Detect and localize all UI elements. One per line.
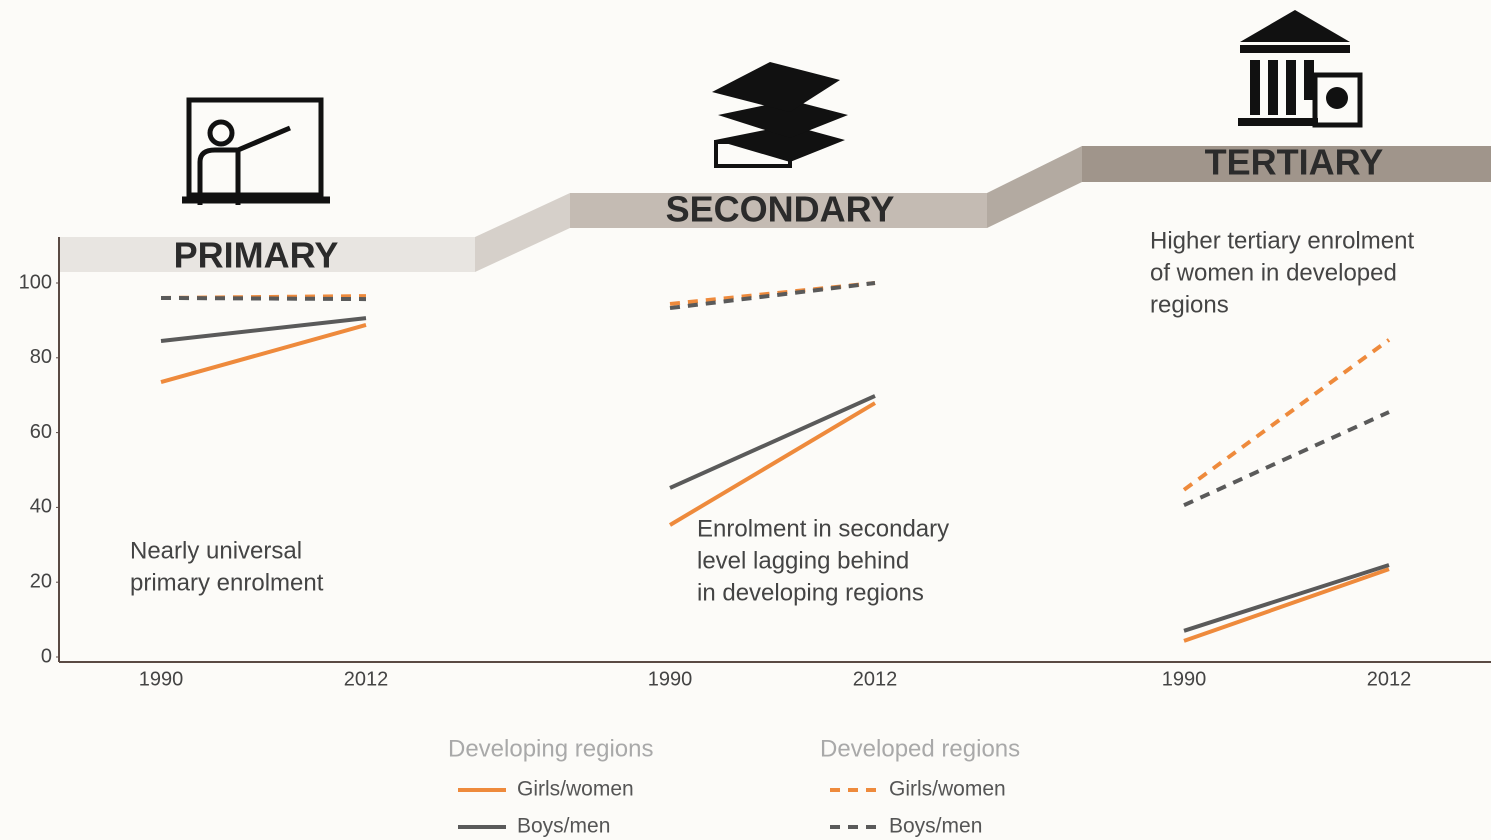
- annotation: in developing regions: [697, 579, 924, 606]
- y-tick-label: 80: [30, 346, 52, 368]
- series-line: [1183, 563, 1390, 633]
- books-icon: [712, 62, 848, 168]
- band-primary: [60, 237, 475, 272]
- x-tick-label: 2012: [1367, 668, 1412, 690]
- annotation: Nearly universal: [130, 537, 302, 564]
- legend-group-title: Developing regions: [448, 735, 653, 762]
- y-tick-label: 0: [41, 645, 52, 667]
- series-line: [160, 295, 367, 302]
- y-tick-label: 100: [19, 271, 52, 293]
- series-line: [160, 294, 367, 300]
- x-tick-label: 2012: [344, 668, 389, 690]
- series-line: [669, 281, 876, 311]
- annotation: regions: [1150, 291, 1229, 318]
- series-line: [1182, 338, 1391, 492]
- y-tick-label: 40: [30, 496, 52, 518]
- band-secondary: [570, 193, 987, 228]
- series-line: [1183, 410, 1390, 507]
- band-connector: [987, 146, 1082, 228]
- x-tick-label: 2012: [853, 668, 898, 690]
- legend-label: Girls/women: [517, 778, 634, 801]
- series-line: [669, 281, 876, 306]
- series-line: [668, 401, 877, 527]
- panel-title: SECONDARY: [666, 189, 895, 230]
- x-tick-label: 1990: [648, 668, 693, 690]
- annotation: primary enrolment: [130, 569, 324, 596]
- annotation: level lagging behind: [697, 547, 909, 574]
- series-line: [160, 322, 367, 385]
- annotation: of women in developed: [1150, 259, 1397, 286]
- y-tick-label: 60: [30, 421, 52, 443]
- legend-label: Girls/women: [889, 778, 1006, 801]
- university-icon: [1238, 10, 1363, 128]
- teacher-icon: [182, 97, 330, 205]
- series-line: [669, 394, 876, 490]
- series-line: [160, 316, 367, 343]
- legend-group-title: Developed regions: [820, 735, 1020, 762]
- annotation: Enrolment in secondary: [697, 515, 949, 542]
- x-tick-label: 1990: [139, 668, 184, 690]
- x-tick-label: 1990: [1162, 668, 1207, 690]
- annotation: Higher tertiary enrolment: [1150, 227, 1414, 254]
- legend-label: Boys/men: [517, 815, 610, 838]
- panel-title: TERTIARY: [1205, 142, 1384, 183]
- y-tick-label: 20: [30, 570, 52, 592]
- series-line: [1183, 567, 1390, 643]
- panel-title: PRIMARY: [174, 235, 339, 276]
- band-connector: [475, 193, 570, 272]
- band-tertiary: [1082, 146, 1491, 182]
- legend-label: Boys/men: [889, 815, 982, 838]
